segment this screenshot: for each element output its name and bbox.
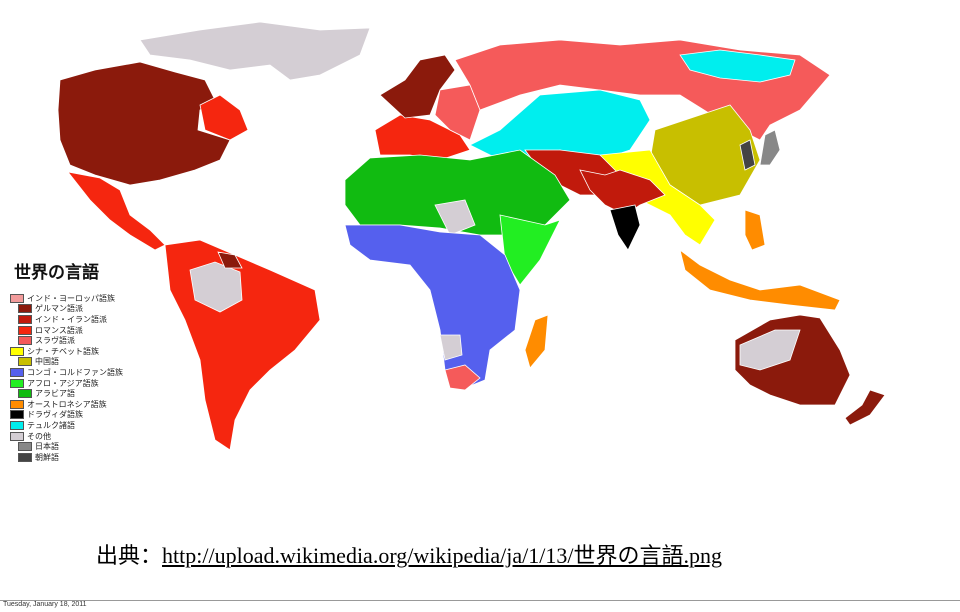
region-guianas — [217, 251, 243, 269]
legend-label: アフロ・アジア語族 — [27, 378, 99, 388]
legend-item: 中国語 — [10, 357, 180, 368]
footer-date: Tuesday, January 18, 2011 — [3, 601, 87, 608]
region-sub-saharan — [344, 224, 521, 391]
source-prefix: 出典： — [96, 543, 163, 568]
legend-item: シナ・チベット語族 — [10, 346, 180, 357]
region-madagascar — [524, 314, 549, 369]
legend-swatch — [18, 336, 32, 346]
region-sahel-other — [434, 199, 476, 236]
source-link[interactable]: http://upload.wikimedia.org/wikipedia/ja… — [162, 543, 722, 568]
legend-label: ロマンス語派 — [35, 325, 83, 335]
legend-label: インド・イラン語派 — [35, 314, 107, 324]
legend-swatch — [18, 325, 32, 335]
legend-label: 朝鮮語 — [35, 452, 59, 462]
region-quebec — [199, 94, 249, 141]
legend-item: 朝鮮語 — [10, 452, 180, 463]
legend-label: ドラヴィダ語族 — [27, 410, 83, 420]
legend-label: アラビア語 — [35, 389, 75, 399]
legend-item: テュルク諸語 — [10, 420, 180, 431]
legend-label: 日本語 — [35, 442, 59, 452]
region-southern-africa — [444, 364, 481, 391]
region-kalahari-other — [439, 334, 463, 361]
region-europe-germanic — [379, 54, 456, 119]
region-korea — [739, 139, 756, 171]
legend-item: ゲルマン語派 — [10, 304, 180, 315]
legend-label: スラヴ語派 — [35, 336, 75, 346]
region-australia-other — [739, 329, 801, 371]
legend-label: 中国語 — [35, 357, 59, 367]
legend-label: ゲルマン語派 — [35, 304, 83, 314]
legend-item: コンゴ・コルドファン語族 — [10, 367, 180, 378]
legend-swatch — [18, 389, 32, 399]
source-citation: 出典：http://upload.wikimedia.org/wikipedia… — [96, 538, 722, 570]
world-language-map — [57, 21, 886, 451]
legend-item: ドラヴィダ語族 — [10, 410, 180, 421]
region-india — [579, 169, 666, 216]
region-new-zealand — [844, 389, 886, 426]
region-south-america — [164, 239, 321, 451]
legend-item: アフロ・アジア語族 — [10, 378, 180, 389]
region-amazon-other — [189, 261, 243, 313]
legend-swatch — [10, 346, 24, 356]
region-siberia-turkic — [679, 49, 796, 83]
legend-item: インド・イラン語派 — [10, 314, 180, 325]
legend-item: スラヴ語派 — [10, 335, 180, 346]
region-dravidian — [609, 204, 641, 251]
region-philippines — [744, 209, 766, 251]
legend-swatch — [18, 304, 32, 314]
legend-swatch — [10, 420, 24, 430]
legend-swatch — [18, 357, 32, 367]
legend-label: シナ・チベット語族 — [27, 346, 99, 356]
legend-item: オーストロネシア語族 — [10, 399, 180, 410]
region-mexico — [67, 171, 166, 251]
region-japan — [759, 129, 781, 166]
legend-swatch — [18, 452, 32, 462]
legend-item: ロマンス語派 — [10, 325, 180, 336]
legend-item: 日本語 — [10, 441, 180, 452]
legend-item: インド・ヨーロッパ語族 — [10, 293, 180, 304]
legend-swatch — [10, 367, 24, 377]
map-title: 世界の言語 — [14, 263, 99, 283]
map-legend: 世界の言語 インド・ヨーロッパ語族 ゲルマン語派 インド・イラン語派 ロマンス語派 スラ… — [10, 258, 180, 463]
legend-item: その他 — [10, 431, 180, 442]
legend-label: オーストロネシア語族 — [27, 399, 107, 409]
region-north-america — [57, 61, 231, 186]
legend-swatch — [10, 399, 24, 409]
legend-label: インド・ヨーロッパ語族 — [27, 293, 115, 303]
legend-swatch — [18, 314, 32, 324]
region-arctic-other — [139, 21, 371, 81]
legend-swatch — [10, 431, 24, 441]
legend-label: コンゴ・コルドファン語族 — [27, 367, 123, 377]
region-austronesia — [679, 249, 841, 311]
legend-label: その他 — [27, 431, 51, 441]
legend-swatch — [18, 442, 32, 452]
legend-swatch — [10, 410, 24, 420]
legend-item: アラビア語 — [10, 388, 180, 399]
legend-swatch — [10, 378, 24, 388]
legend-label: テュルク諸語 — [27, 420, 75, 430]
legend-swatch — [10, 293, 24, 303]
